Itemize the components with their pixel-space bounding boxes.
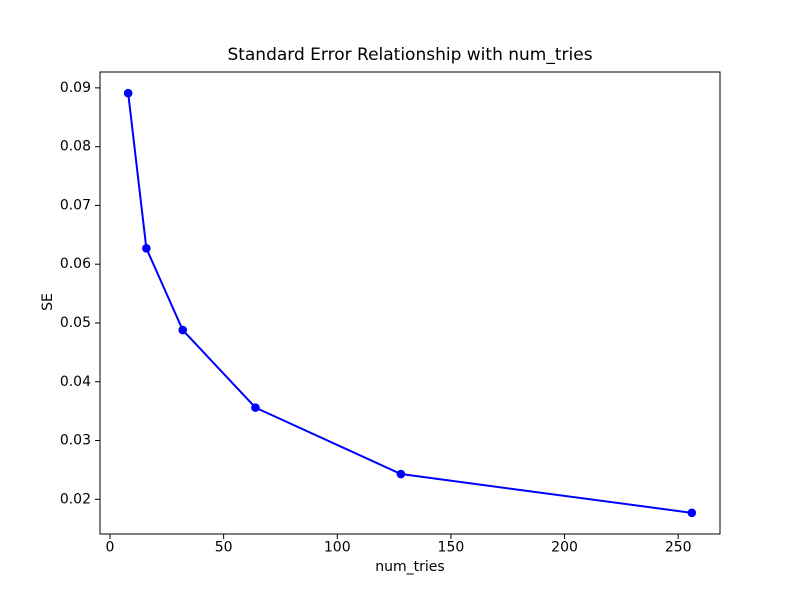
y-tick-label: 0.03 (60, 433, 91, 449)
data-point (396, 469, 406, 479)
x-tick-label: 250 (665, 540, 692, 556)
y-tick-label: 0.08 (60, 139, 91, 155)
x-tick-label: 50 (215, 540, 233, 556)
data-point (178, 325, 188, 335)
x-tick-label: 200 (551, 540, 578, 556)
data-point (123, 88, 133, 98)
x-axis-label: num_tries (375, 559, 445, 575)
y-axis-label: SE (40, 293, 56, 311)
y-tick-label: 0.07 (60, 197, 91, 213)
chart-title: Standard Error Relationship with num_tri… (227, 45, 593, 65)
y-tick-label: 0.04 (60, 374, 91, 390)
data-point (687, 508, 697, 518)
data-point (142, 244, 151, 253)
x-tick-label: 0 (106, 540, 115, 556)
axes-spines (99, 71, 721, 535)
x-tick-label: 150 (438, 540, 465, 556)
y-tick-label: 0.06 (60, 256, 91, 272)
y-tick-label: 0.05 (60, 315, 91, 331)
data-point (251, 403, 260, 412)
y-tick-label: 0.02 (60, 491, 91, 507)
y-tick-label: 0.09 (60, 80, 91, 96)
x-tick-label: 100 (324, 540, 351, 556)
data-line (127, 92, 693, 514)
